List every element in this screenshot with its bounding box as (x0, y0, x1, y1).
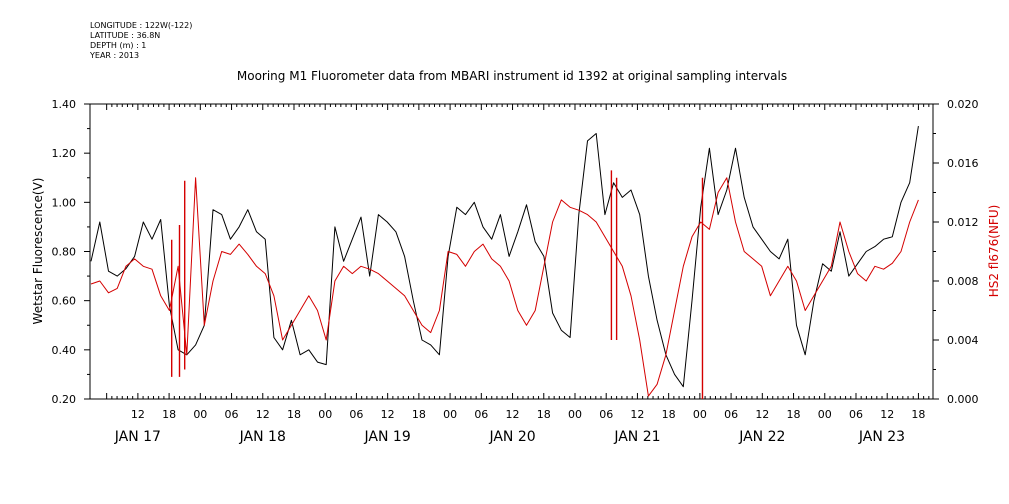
day-label: JAN 19 (364, 429, 411, 445)
left-y-axis: 0.20 0.40 0.60 0.80 1.00 1.20 1.40 (52, 98, 90, 406)
x-axis: 12 18 00 06 12 18 00 06 12 18 00 06 12 18 00 06 12 18 00 06… (106, 104, 930, 421)
hs2-series-line (90, 177, 919, 397)
x-tick-label: 12 (381, 408, 395, 421)
location-header: LONGITUDE : 122W(-122) LATITUDE : 36.8N … (89, 21, 192, 60)
plot-frame (89, 103, 934, 400)
left-axis-label: Wetstar Fluorescence(V) (31, 178, 45, 325)
day-label: JAN 20 (488, 429, 535, 445)
left-tick-label: 1.20 (52, 147, 77, 160)
x-tick-label: 00 (443, 408, 457, 421)
x-tick-label: 12 (755, 408, 769, 421)
left-tick-label: 0.60 (52, 295, 77, 308)
right-tick-label: 0.008 (947, 275, 979, 288)
day-label: JAN 23 (858, 429, 905, 445)
x-tick-label: 06 (225, 408, 239, 421)
right-tick-label: 0.000 (947, 393, 979, 406)
x-tick-label: 12 (630, 408, 644, 421)
x-tick-label: 18 (787, 408, 801, 421)
wetstar-series-line (90, 126, 919, 388)
series-layer (90, 126, 919, 399)
day-labels: JAN 17 JAN 18 JAN 19 JAN 20 JAN 21 JAN 22 JAN … (114, 429, 905, 445)
right-tick-label: 0.012 (947, 216, 979, 229)
year-label: YEAR : 2013 (89, 51, 139, 60)
x-tick-label: 12 (880, 408, 894, 421)
day-label: JAN 18 (239, 429, 286, 445)
x-tick-label: 00 (568, 408, 582, 421)
depth-label: DEPTH (m) : 1 (90, 41, 146, 50)
left-tick-label: 0.80 (52, 246, 77, 259)
chart-title: Mooring M1 Fluorometer data from MBARI i… (237, 69, 787, 83)
left-tick-label: 1.40 (52, 98, 77, 111)
x-tick-label: 18 (162, 408, 176, 421)
right-tick-label: 0.020 (947, 98, 979, 111)
left-tick-label: 0.20 (52, 393, 77, 406)
x-tick-label: 06 (599, 408, 613, 421)
x-tick-label: 18 (537, 408, 551, 421)
right-tick-label: 0.004 (947, 334, 979, 347)
x-tick-label: 18 (412, 408, 426, 421)
x-tick-label: 06 (849, 408, 863, 421)
x-tick-label: 12 (256, 408, 270, 421)
x-tick-label: 18 (662, 408, 676, 421)
right-axis-label: HS2 fl676(NFU) (987, 205, 1001, 298)
left-tick-label: 0.40 (52, 344, 77, 357)
day-label: JAN 22 (738, 429, 785, 445)
x-tick-label: 06 (349, 408, 363, 421)
x-tick-label: 18 (287, 408, 301, 421)
day-label: JAN 17 (114, 429, 161, 445)
x-tick-label: 00 (193, 408, 207, 421)
x-tick-label: 00 (693, 408, 707, 421)
right-y-axis: 0.000 0.004 0.008 0.012 0.016 0.020 (933, 98, 979, 406)
x-tick-label: 00 (818, 408, 832, 421)
right-tick-label: 0.016 (947, 157, 979, 170)
x-tick-label: 06 (474, 408, 488, 421)
day-label: JAN 21 (613, 429, 660, 445)
left-tick-label: 1.00 (52, 196, 77, 209)
x-tick-label: 12 (506, 408, 520, 421)
x-tick-label: 06 (724, 408, 738, 421)
x-tick-label: 12 (131, 408, 145, 421)
longitude-label: LONGITUDE : 122W(-122) (90, 21, 192, 30)
latitude-label: LATITUDE : 36.8N (90, 31, 160, 40)
x-tick-label: 00 (318, 408, 332, 421)
x-tick-label: 18 (911, 408, 925, 421)
